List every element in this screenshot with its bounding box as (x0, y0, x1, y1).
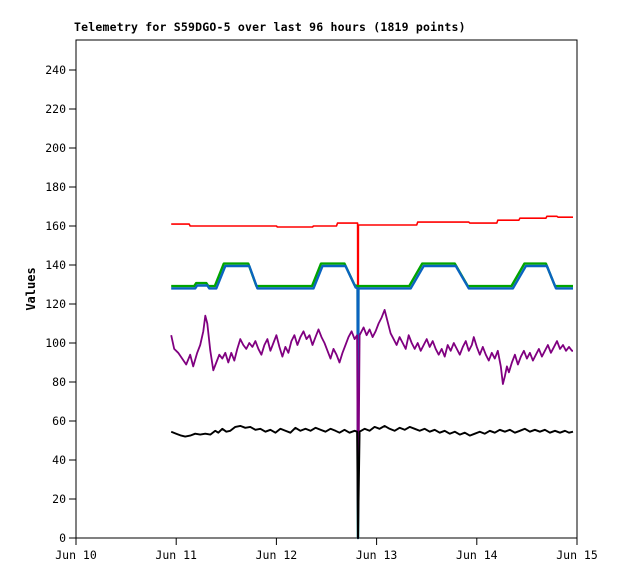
y-tick-label: 80 (52, 375, 66, 389)
chart-title: Telemetry for S59DGO-5 over last 96 hour… (74, 20, 466, 34)
y-tick-label: 240 (45, 63, 66, 77)
x-tick-label: Jun 15 (556, 548, 598, 562)
y-tick-label: 0 (59, 531, 66, 545)
y-tick-label: 60 (52, 414, 66, 428)
y-tick-label: 200 (45, 141, 66, 155)
x-tick-label: Jun 11 (155, 548, 197, 562)
series-blue-channel-line (171, 264, 573, 540)
y-tick-label: 220 (45, 102, 66, 116)
series-red-channel-line (171, 215, 573, 539)
series-black-channel-line (170, 424, 574, 539)
x-tick-label: Jun 14 (456, 548, 498, 562)
y-tick-label: 20 (52, 492, 66, 506)
y-tick-label: 180 (45, 180, 66, 194)
x-tick-label: Jun 10 (55, 548, 97, 562)
series-purple-channel-line (170, 309, 573, 539)
x-tick-label: Jun 12 (256, 548, 298, 562)
x-tick-label: Jun 13 (356, 548, 398, 562)
y-tick-label: 160 (45, 219, 66, 233)
y-tick-label: 140 (45, 258, 66, 272)
plot-border (75, 39, 578, 539)
y-tick-label: 120 (45, 297, 66, 311)
y-tick-label: 40 (52, 453, 66, 467)
series-green-channel-line (171, 262, 573, 540)
y-tick-label: 100 (45, 336, 66, 350)
